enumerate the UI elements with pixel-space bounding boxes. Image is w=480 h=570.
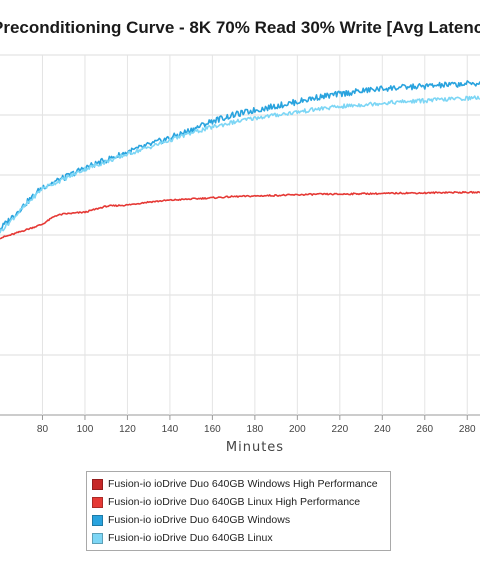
legend-item[interactable]: Fusion-io ioDrive Duo 640GB Windows	[92, 511, 384, 529]
series-line	[0, 95, 480, 234]
legend-swatch	[92, 514, 103, 526]
series-line	[0, 190, 480, 240]
legend-label: Fusion-io ioDrive Duo 640GB Linux	[108, 532, 273, 544]
grid-lines	[0, 54, 480, 420]
legend-swatch	[92, 496, 103, 508]
legend-swatch	[92, 532, 103, 544]
legend-item[interactable]: Fusion-io ioDrive Duo 640GB Windows High…	[92, 475, 384, 493]
x-tick-label: 260	[416, 424, 433, 435]
legend: Fusion-io ioDrive Duo 640GB Windows High…	[86, 471, 391, 551]
x-tick-label: 160	[204, 424, 221, 435]
x-tick-label: 100	[77, 424, 94, 435]
x-tick-label: 200	[289, 424, 306, 435]
x-tick-label: 180	[247, 424, 264, 435]
legend-item[interactable]: Fusion-io ioDrive Duo 640GB Linux	[92, 529, 384, 547]
legend-label: Fusion-io ioDrive Duo 640GB Windows	[108, 514, 291, 526]
x-tick-label: 220	[331, 424, 348, 435]
x-tick-label: 240	[374, 424, 391, 435]
chart-title: Preconditioning Curve - 8K 70% Read 30% …	[0, 18, 480, 37]
x-axis-label: Minutes	[225, 440, 285, 455]
x-tick-label: 280	[459, 424, 476, 435]
x-tick-label: 80	[37, 424, 49, 435]
legend-label: Fusion-io ioDrive Duo 640GB Windows High…	[108, 478, 378, 490]
legend-swatch	[92, 478, 103, 490]
legend-label: Fusion-io ioDrive Duo 640GB Linux High P…	[108, 496, 361, 508]
legend-item[interactable]: Fusion-io ioDrive Duo 640GB Linux High P…	[92, 493, 384, 511]
x-tick-label: 140	[162, 424, 179, 435]
x-tick-label: 120	[119, 424, 136, 435]
series-line	[0, 80, 480, 231]
x-tick-labels: 80 100 120 140 160 180 200 220 240 260 280	[37, 424, 476, 435]
series-lines	[0, 80, 480, 240]
